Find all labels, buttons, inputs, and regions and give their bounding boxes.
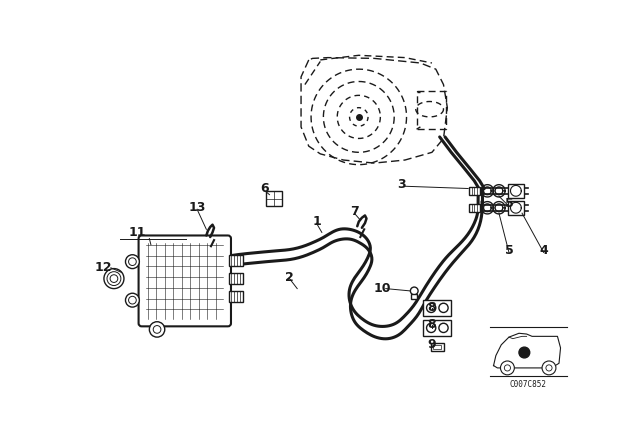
Circle shape xyxy=(519,347,530,358)
Bar xyxy=(433,345,441,349)
FancyBboxPatch shape xyxy=(139,236,231,326)
Bar xyxy=(228,291,243,302)
Text: C007C852: C007C852 xyxy=(509,380,547,389)
Text: 8: 8 xyxy=(428,318,436,332)
Circle shape xyxy=(410,287,418,295)
Text: 9: 9 xyxy=(428,338,436,351)
Text: 8: 8 xyxy=(428,302,436,314)
Bar xyxy=(424,300,451,315)
Bar xyxy=(228,273,243,284)
Circle shape xyxy=(104,269,124,289)
Bar xyxy=(266,191,282,206)
Circle shape xyxy=(542,361,556,375)
Bar xyxy=(228,255,243,266)
Bar xyxy=(469,187,480,195)
Circle shape xyxy=(129,296,136,304)
Circle shape xyxy=(107,271,121,285)
Text: 2: 2 xyxy=(285,271,294,284)
Bar xyxy=(411,294,417,299)
Text: 1: 1 xyxy=(312,215,321,228)
Text: 5: 5 xyxy=(504,198,513,211)
Circle shape xyxy=(110,275,118,282)
Text: 12: 12 xyxy=(95,261,112,274)
Text: 7: 7 xyxy=(351,205,359,218)
Text: 4: 4 xyxy=(540,244,548,257)
Bar xyxy=(508,201,524,215)
Circle shape xyxy=(427,323,436,332)
Circle shape xyxy=(439,323,448,332)
Bar xyxy=(431,343,444,351)
Circle shape xyxy=(125,255,140,269)
Circle shape xyxy=(125,293,140,307)
Text: 5: 5 xyxy=(504,244,513,257)
Circle shape xyxy=(129,258,136,266)
Bar xyxy=(508,184,524,198)
Circle shape xyxy=(153,326,161,333)
Circle shape xyxy=(149,322,164,337)
Circle shape xyxy=(427,303,436,313)
Text: 10: 10 xyxy=(373,282,390,295)
Text: 11: 11 xyxy=(128,226,146,239)
Circle shape xyxy=(439,303,448,313)
Circle shape xyxy=(504,365,511,371)
Text: 13: 13 xyxy=(188,201,206,214)
Text: 3: 3 xyxy=(397,178,406,191)
Bar xyxy=(469,204,480,211)
Text: 6: 6 xyxy=(260,182,269,195)
Bar xyxy=(424,320,451,336)
Circle shape xyxy=(546,365,552,371)
Circle shape xyxy=(500,361,515,375)
